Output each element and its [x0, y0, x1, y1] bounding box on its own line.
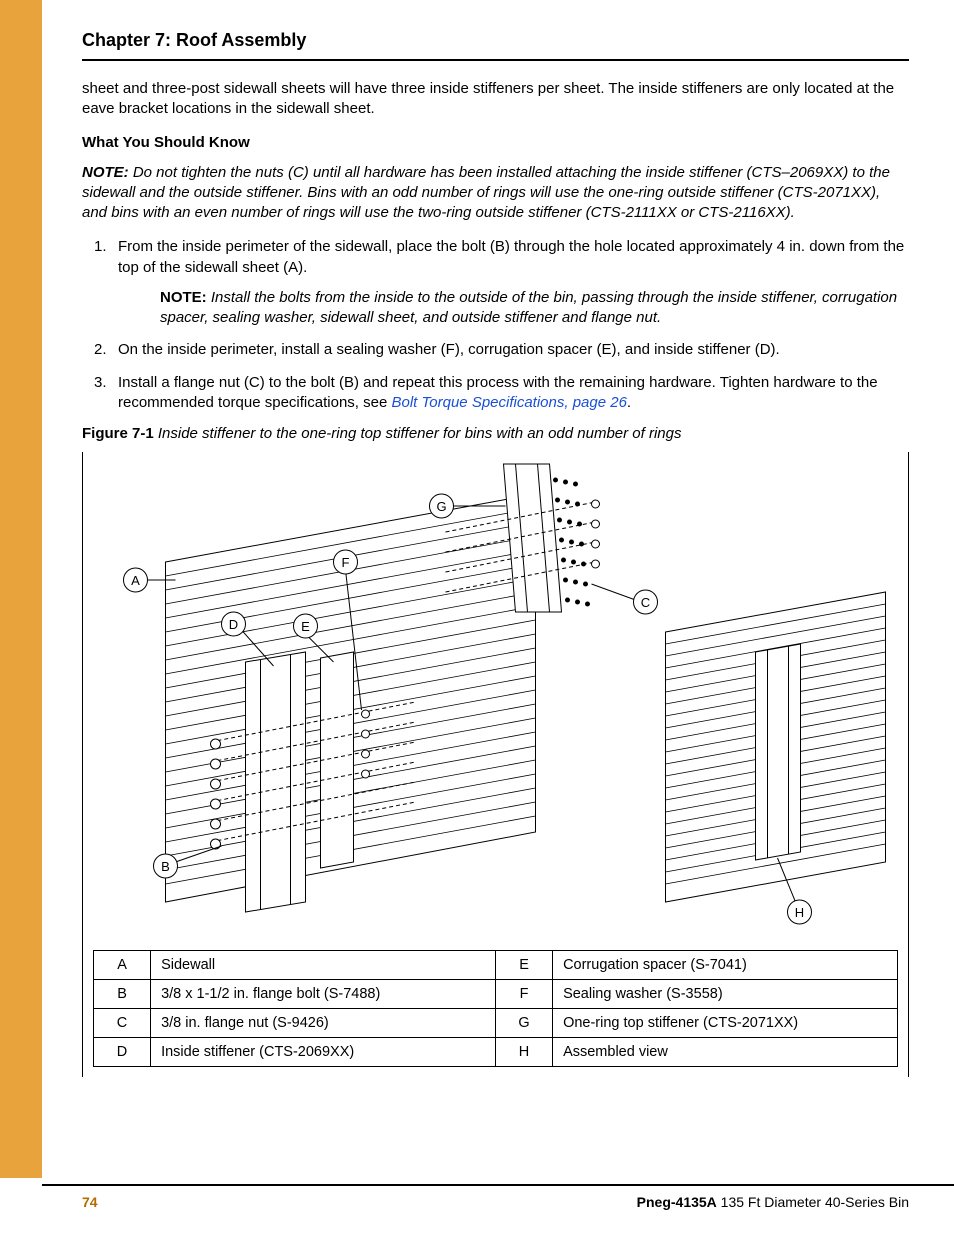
- page-number: 74: [82, 1194, 98, 1210]
- intro-paragraph: sheet and three-post sidewall sheets wil…: [82, 79, 909, 120]
- figure-box: A B C D E F G H: [82, 452, 909, 1077]
- callout-h: H: [795, 905, 804, 920]
- table-row: D Inside stiffener (CTS-2069XX) H Assemb…: [94, 1038, 898, 1067]
- legend-key: D: [94, 1038, 151, 1067]
- top-note: NOTE: Do not tighten the nuts (C) until …: [82, 163, 909, 224]
- step-number: 1.: [94, 237, 107, 257]
- callout-c: C: [641, 595, 650, 610]
- technical-diagram: A B C D E F G H: [93, 462, 898, 942]
- legend-key: B: [94, 980, 151, 1009]
- step-text: From the inside perimeter of the sidewal…: [118, 238, 904, 275]
- legend-desc: 3/8 x 1-1/2 in. flange bolt (S-7488): [151, 980, 496, 1009]
- callout-d: D: [229, 617, 238, 632]
- accent-sidebar: [0, 0, 42, 1178]
- page-content: Chapter 7: Roof Assembly sheet and three…: [42, 0, 954, 1107]
- legend-table: A Sidewall E Corrugation spacer (S-7041)…: [93, 950, 898, 1067]
- table-row: B 3/8 x 1-1/2 in. flange bolt (S-7488) F…: [94, 980, 898, 1009]
- page-footer: 74 Pneg-4135A 135 Ft Diameter 40-Series …: [42, 1184, 954, 1218]
- figure-caption-text: Inside stiffener to the one-ring top sti…: [158, 425, 682, 442]
- doc-title: 135 Ft Diameter 40-Series Bin: [717, 1194, 909, 1210]
- legend-key: F: [495, 980, 552, 1009]
- step-text-post: .: [627, 394, 631, 411]
- note-text: Install the bolts from the inside to the…: [160, 289, 897, 326]
- callout-f: F: [342, 555, 350, 570]
- doc-reference: Pneg-4135A 135 Ft Diameter 40-Series Bin: [637, 1194, 909, 1210]
- table-row: C 3/8 in. flange nut (S-9426) G One-ring…: [94, 1009, 898, 1038]
- legend-key: C: [94, 1009, 151, 1038]
- callout-b: B: [161, 859, 170, 874]
- legend-desc: One-ring top stiffener (CTS-2071XX): [553, 1009, 898, 1038]
- legend-desc: Assembled view: [553, 1038, 898, 1067]
- legend-desc: Sealing washer (S-3558): [553, 980, 898, 1009]
- legend-key: A: [94, 951, 151, 980]
- callout-g: G: [436, 499, 446, 514]
- legend-key: H: [495, 1038, 552, 1067]
- table-row: A Sidewall E Corrugation spacer (S-7041): [94, 951, 898, 980]
- legend-key: G: [495, 1009, 552, 1038]
- note-text: Do not tighten the nuts (C) until all ha…: [82, 164, 890, 222]
- figure-label: Figure 7-1: [82, 425, 154, 442]
- legend-desc: Inside stiffener (CTS-2069XX): [151, 1038, 496, 1067]
- step-number: 3.: [94, 373, 107, 393]
- note-label: NOTE:: [160, 289, 207, 306]
- note-label: NOTE:: [82, 164, 129, 181]
- doc-id: Pneg-4135A: [637, 1194, 717, 1210]
- step-1: 1. From the inside perimeter of the side…: [118, 237, 909, 328]
- steps-list: 1. From the inside perimeter of the side…: [82, 237, 909, 413]
- step-3: 3. Install a flange nut (C) to the bolt …: [118, 373, 909, 414]
- callout-a: A: [131, 573, 140, 588]
- step-number: 2.: [94, 340, 107, 360]
- step-1-note: NOTE: Install the bolts from the inside …: [160, 288, 909, 329]
- subheading: What You Should Know: [82, 134, 909, 151]
- legend-desc: 3/8 in. flange nut (S-9426): [151, 1009, 496, 1038]
- callout-e: E: [301, 619, 310, 634]
- step-text: On the inside perimeter, install a seali…: [118, 341, 780, 358]
- figure-caption: Figure 7-1 Inside stiffener to the one-r…: [82, 425, 909, 442]
- legend-desc: Sidewall: [151, 951, 496, 980]
- legend-desc: Corrugation spacer (S-7041): [553, 951, 898, 980]
- chapter-title: Chapter 7: Roof Assembly: [82, 30, 909, 61]
- step-2: 2. On the inside perimeter, install a se…: [118, 340, 909, 360]
- legend-key: E: [495, 951, 552, 980]
- torque-spec-link[interactable]: Bolt Torque Specifications, page 26: [391, 394, 626, 411]
